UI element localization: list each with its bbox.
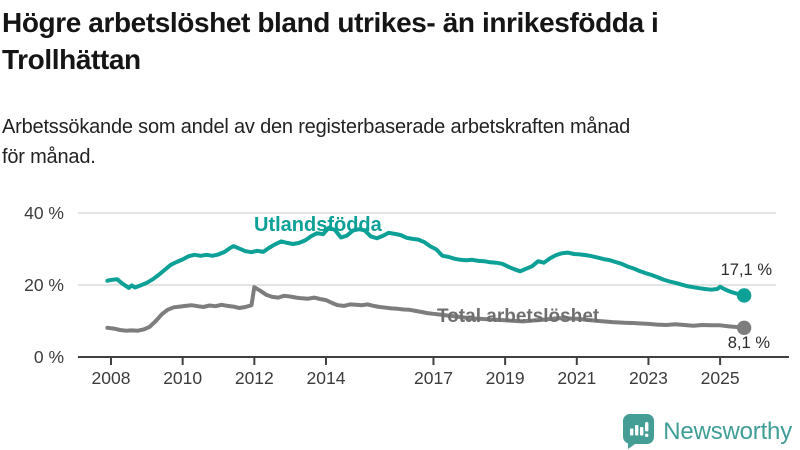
- chart-subtitle: Arbetssökande som andel av den registerb…: [2, 112, 796, 172]
- y-tick-label: 40 %: [24, 203, 64, 223]
- title-line-1: Högre arbetslöshet bland utrikes- än inr…: [2, 7, 659, 38]
- subtitle-line-2: för månad.: [2, 146, 96, 168]
- series-label-utlandsfodda: Utlandsfödda: [254, 214, 382, 236]
- x-tick-label: 2021: [557, 368, 596, 388]
- series-line-1: [105, 285, 747, 333]
- x-tick-label: 2014: [307, 368, 346, 388]
- y-tick-label: 20 %: [24, 275, 64, 295]
- x-tick-label: 2008: [92, 368, 131, 388]
- y-tick-label: 0 %: [34, 347, 64, 367]
- brand-name: Newsworthy: [663, 417, 792, 445]
- x-tick-label: 2025: [701, 368, 740, 388]
- series-label-total-arbetsloshet: Total arbetslöshet: [437, 306, 600, 327]
- bar-chart-speech-bubble-icon: [623, 414, 655, 449]
- series-end-dot-1: [736, 320, 752, 336]
- x-tick-label: 2012: [235, 368, 274, 388]
- end-value-label-utlandsfodda: 17,1 %: [720, 261, 772, 279]
- series-line-0: [105, 225, 747, 298]
- x-tick-label: 2019: [486, 368, 525, 388]
- page-title: Högre arbetslöshet bland utrikes- än inr…: [2, 4, 796, 78]
- x-tick-label: 2023: [629, 368, 668, 388]
- title-line-2: Trollhättan: [2, 44, 141, 75]
- newsworthy-logo[interactable]: Newsworthy: [623, 414, 792, 449]
- series-end-dot-0: [736, 288, 752, 303]
- x-tick-label: 2010: [163, 368, 202, 388]
- x-tick-label: 2017: [414, 368, 453, 388]
- end-value-label-total: 8,1 %: [727, 334, 770, 352]
- subtitle-line-1: Arbetssökande som andel av den registerb…: [2, 116, 631, 138]
